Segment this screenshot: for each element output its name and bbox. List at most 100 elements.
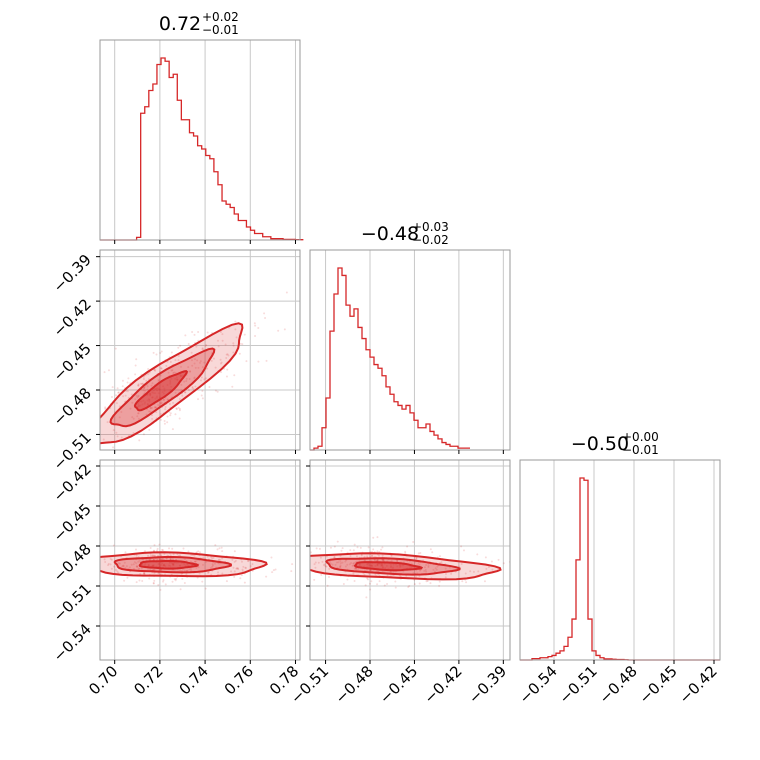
scatter-point [225, 580, 228, 583]
scatter-point [127, 377, 130, 380]
scatter-point [407, 585, 410, 588]
scatter-point [168, 547, 171, 550]
scatter-point [339, 559, 342, 562]
scatter-point [146, 388, 149, 391]
scatter-point [160, 558, 163, 561]
scatter-point [432, 568, 435, 571]
scatter-point [184, 334, 187, 337]
scatter-point [487, 566, 490, 569]
scatter-point [225, 357, 228, 360]
scatter-point [277, 329, 280, 332]
scatter-point [143, 572, 146, 575]
scatter-point [141, 382, 144, 385]
histogram-panel-0: 0.72 +0.02−0.01 [99, 10, 304, 244]
scatter-point [376, 559, 379, 562]
scatter-point [603, 561, 605, 563]
scatter-point [197, 398, 200, 401]
scatter-point [156, 547, 159, 550]
scatter-point [171, 428, 174, 431]
scatter-point [165, 557, 168, 560]
scatter-point [183, 558, 186, 561]
scatter-point [216, 339, 219, 342]
scatter-point [160, 367, 163, 370]
scatter-point [376, 550, 379, 553]
scatter-point [159, 352, 162, 355]
scatter-point [204, 377, 207, 380]
scatter-point [427, 564, 430, 567]
scatter-point [245, 360, 248, 363]
scatter-point [153, 368, 156, 371]
scatter-point [135, 562, 138, 565]
scatter-point [378, 580, 381, 583]
scatter-point [139, 382, 142, 385]
scatter-point [390, 554, 393, 557]
scatter-point [169, 414, 172, 417]
scatter-point [169, 557, 172, 560]
x-tick-label: −0.48 [332, 662, 377, 707]
scatter-point [157, 404, 160, 407]
scatter-point [174, 391, 177, 394]
scatter-point [110, 396, 113, 399]
scatter-point [195, 560, 198, 563]
scatter-point [220, 371, 223, 374]
scatter-point [232, 342, 235, 345]
panel-frame [99, 249, 301, 451]
scatter-point [173, 578, 176, 581]
scatter-point [185, 573, 188, 576]
scatter-point [378, 550, 381, 553]
scatter-point [201, 366, 204, 369]
scatter-point [131, 416, 134, 419]
scatter-point [270, 556, 273, 559]
scatter-point [136, 396, 139, 399]
scatter-point [194, 366, 197, 369]
scatter-point [381, 559, 384, 562]
scatter-point [423, 566, 426, 569]
scatter-point [353, 543, 356, 546]
scatter-point [103, 558, 106, 561]
scatter-point [178, 407, 181, 410]
scatter-point [353, 562, 356, 565]
scatter-point [135, 565, 138, 568]
scatter-point [187, 343, 190, 346]
scatter-point [187, 389, 190, 392]
scatter-point [162, 580, 165, 583]
scatter-point [217, 345, 220, 348]
scatter-point [313, 578, 316, 581]
scatter-point [243, 333, 246, 336]
scatter-point [556, 588, 558, 590]
scatter-point [126, 576, 129, 579]
scatter-point [150, 414, 153, 417]
scatter-point [429, 582, 432, 585]
scatter-point [404, 552, 407, 555]
scatter-point [438, 580, 441, 583]
scatter-point [152, 554, 155, 557]
scatter-point [153, 568, 156, 571]
scatter-point [149, 407, 152, 410]
scatter-point [418, 569, 421, 572]
scatter-point [373, 558, 376, 561]
scatter-point [185, 377, 188, 380]
scatter-point [175, 577, 178, 580]
scatter-point [515, 557, 517, 559]
scatter-point [122, 565, 125, 568]
scatter-point [324, 565, 327, 568]
scatter-point [372, 536, 375, 539]
scatter-point [188, 378, 191, 381]
scatter-point [199, 379, 202, 382]
scatter-point [137, 417, 140, 420]
scatter-point [472, 570, 475, 573]
scatter-point [232, 344, 235, 347]
scatter-point [104, 560, 107, 563]
scatter-point [414, 575, 417, 578]
scatter-point [138, 579, 141, 582]
scatter-point [371, 554, 374, 557]
scatter-point [169, 558, 172, 561]
param-title: −0.50 [571, 433, 629, 455]
scatter-point [291, 563, 294, 566]
scatter-point [367, 546, 370, 549]
scatter-point [438, 555, 441, 558]
scatter-point [124, 551, 127, 554]
scatter-point [214, 389, 217, 392]
scatter-point [429, 548, 432, 551]
scatter-point [331, 563, 334, 566]
